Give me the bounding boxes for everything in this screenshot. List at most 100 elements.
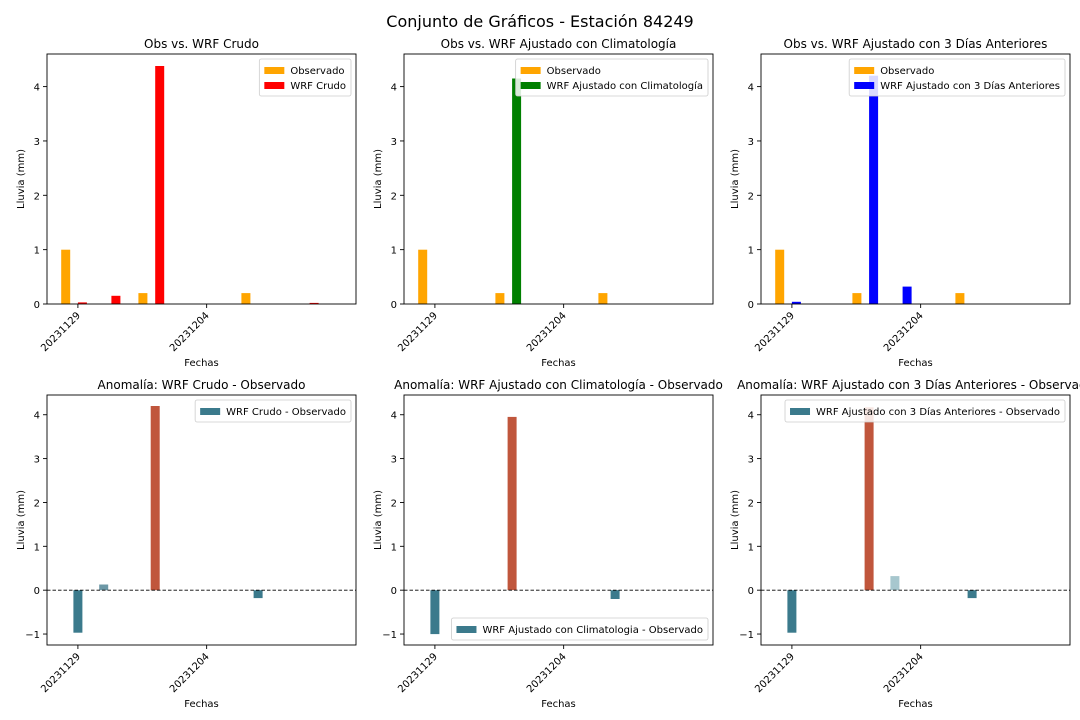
bar-1-1 <box>430 590 440 635</box>
bar-1-1 <box>73 590 83 633</box>
bar-1-4 <box>253 590 263 599</box>
x-tick-label: 20231129 <box>753 310 797 354</box>
chart-panel-5: −1 0 1 2 3 4 20231129 20231204 Anomalía: WRF Aju… <box>373 378 723 710</box>
y-tick-label: 4 <box>748 411 754 422</box>
bar-2-4 <box>309 302 319 304</box>
y-axis-label: Lluvia (mm) <box>730 149 741 209</box>
legend: WRF Ajustado con Climatologia - Observad… <box>451 617 709 641</box>
chart-panel-1: 0 1 2 3 4 20231129 20231204 Obs vs. WRF Crudo Fe… <box>16 37 357 369</box>
axes-frame <box>46 394 357 646</box>
bar-1-1 <box>61 249 71 304</box>
y-tick-label: 4 <box>391 83 397 94</box>
y-tick-label: 0 <box>748 300 754 311</box>
y-tick-label: 2 <box>748 498 754 509</box>
bar-2-3 <box>155 66 165 304</box>
bar-1-3 <box>955 293 965 304</box>
bar-1-3 <box>890 576 900 591</box>
y-axis-label: Lluvia (mm) <box>16 490 27 550</box>
y-tick-label: 2 <box>34 498 40 509</box>
bar-1-1 <box>775 249 785 304</box>
y-tick-label: 1 <box>34 542 40 553</box>
bar-2-2 <box>111 295 121 304</box>
x-tick-label: 20231129 <box>39 651 83 695</box>
x-axis-label: Fechas <box>541 699 576 710</box>
legend: Observado WRF Ajustado con Climatología <box>515 58 709 97</box>
legend-box <box>515 58 709 97</box>
legend-swatch <box>854 82 875 89</box>
legend-swatch <box>790 408 811 415</box>
y-tick-label: 2 <box>391 191 397 202</box>
axes-frame <box>760 53 1071 305</box>
y-axis-label: Lluvia (mm) <box>16 149 27 209</box>
chart-panel-6: −1 0 1 2 3 4 20231129 20231204 Anomalía: WRF Aju… <box>730 378 1080 710</box>
bar-1-1 <box>418 249 428 304</box>
bar-1-2 <box>138 293 148 304</box>
chart-panel-2: 0 1 2 3 4 20231129 20231204 Obs vs. WRF Ajustad… <box>373 37 714 369</box>
y-tick-label: 0 <box>391 300 397 311</box>
y-tick-label: 4 <box>391 411 397 422</box>
chart-title: Obs vs. WRF Crudo <box>144 37 259 51</box>
bar-1-3 <box>610 590 620 599</box>
legend-box <box>784 399 1066 423</box>
x-axis-label: Fechas <box>541 358 576 369</box>
chart-title: Anomalía: WRF Ajustado con Climatología … <box>394 378 723 392</box>
legend-label: WRF Ajustado con Climatologia - Observad… <box>482 625 703 636</box>
y-tick-label: −1 <box>739 630 754 641</box>
bar-2-1 <box>77 302 87 304</box>
bar-1-2 <box>852 293 862 304</box>
chart-title: Obs vs. WRF Ajustado con 3 Días Anterior… <box>784 37 1048 51</box>
legend: Observado WRF Crudo <box>258 58 352 97</box>
bar-1-2 <box>864 407 874 591</box>
y-tick-label: 1 <box>748 542 754 553</box>
bar-1-2 <box>495 293 505 304</box>
legend-swatch <box>200 408 221 415</box>
chart-panel-3: 0 1 2 3 4 20231129 20231204 Obs vs. WRF Ajustad… <box>730 37 1071 369</box>
y-tick-label: 0 <box>34 300 40 311</box>
x-axis-label: Fechas <box>898 699 933 710</box>
axes-frame <box>46 53 357 305</box>
y-tick-label: 4 <box>34 83 40 94</box>
x-tick-label: 20231204 <box>168 651 212 695</box>
y-tick-label: 2 <box>748 191 754 202</box>
legend-label: WRF Ajustado con Climatología <box>547 80 703 92</box>
bar-2-1 <box>512 78 522 304</box>
y-tick-label: 0 <box>34 586 40 597</box>
y-tick-label: 2 <box>34 191 40 202</box>
y-tick-label: 3 <box>34 137 40 148</box>
bar-1-1 <box>787 590 797 633</box>
y-tick-label: −1 <box>25 630 40 641</box>
bar-1-2 <box>507 416 517 591</box>
legend-label: WRF Ajustado con 3 Días Anteriores - Obs… <box>816 406 1060 418</box>
axes-frame <box>760 394 1071 646</box>
y-axis-label: Lluvia (mm) <box>730 490 741 550</box>
bar-1-2 <box>99 584 109 591</box>
x-tick-label: 20231129 <box>396 651 440 695</box>
legend-swatch <box>264 67 285 74</box>
legend-swatch <box>264 82 285 89</box>
bar-1-3 <box>150 406 160 591</box>
legend: WRF Ajustado con 3 Días Anteriores - Obs… <box>784 399 1066 423</box>
chart-panel-4: −1 0 1 2 3 4 20231129 20231204 Anomalía: WRF Cru… <box>16 378 357 710</box>
y-tick-label: 3 <box>391 455 397 466</box>
y-tick-label: 1 <box>34 246 40 257</box>
chart-title: Anomalía: WRF Crudo - Observado <box>98 378 306 392</box>
legend-label: WRF Crudo - Observado <box>226 407 346 418</box>
legend: WRF Crudo - Observado <box>194 399 352 423</box>
bar-2-1 <box>791 301 801 304</box>
x-tick-label: 20231204 <box>525 651 569 695</box>
x-axis-label: Fechas <box>898 358 933 369</box>
bar-2-2 <box>869 75 879 304</box>
x-tick-label: 20231204 <box>882 651 926 695</box>
x-tick-label: 20231129 <box>396 310 440 354</box>
legend: Observado WRF Ajustado con 3 Días Anterio… <box>848 58 1066 97</box>
bar-1-4 <box>967 590 977 599</box>
y-tick-label: 2 <box>391 498 397 509</box>
x-tick-label: 20231204 <box>882 310 926 354</box>
x-axis-label: Fechas <box>184 358 219 369</box>
y-tick-label: 1 <box>391 542 397 553</box>
legend-label: WRF Crudo <box>290 81 346 92</box>
y-tick-label: −1 <box>382 630 397 641</box>
y-axis-label: Lluvia (mm) <box>373 490 384 550</box>
y-tick-label: 3 <box>748 455 754 466</box>
